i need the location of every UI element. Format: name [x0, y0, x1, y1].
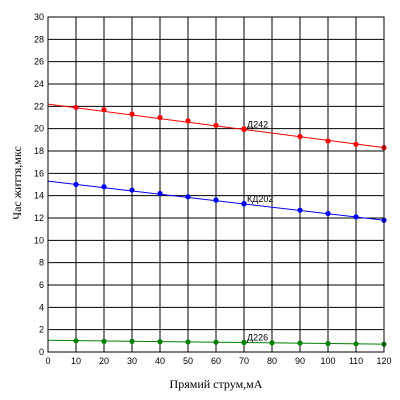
data-point: [129, 338, 135, 344]
series-label: КД202: [247, 194, 273, 204]
x-tick-label: 50: [183, 356, 193, 366]
x-tick-label: 20: [99, 356, 109, 366]
x-tick-label: 70: [239, 356, 249, 366]
data-point: [213, 197, 219, 203]
series-0: Д242: [47, 103, 387, 151]
y-tick-label: 26: [34, 57, 44, 67]
data-point: [185, 194, 191, 200]
data-point: [213, 339, 219, 345]
data-point: [129, 187, 135, 193]
x-tick-label: 0: [45, 356, 50, 366]
y-tick-label: 22: [34, 101, 44, 111]
series-1: КД202: [47, 180, 387, 223]
y-tick-label: 14: [34, 191, 44, 201]
data-point: [325, 210, 331, 217]
plot-frame: [47, 16, 385, 353]
y-axis-title: Час життя,мкс: [10, 146, 24, 219]
data-point: [297, 207, 303, 213]
data-point: [353, 141, 359, 147]
data-point: [101, 338, 107, 344]
y-tick-label: 10: [34, 235, 44, 245]
x-tick-label: 60: [211, 356, 221, 366]
x-tick-label: 40: [155, 356, 165, 366]
data-point: [325, 138, 331, 144]
data-point: [297, 133, 303, 140]
x-tick-label: 120: [376, 356, 391, 366]
series-2: Д226: [47, 333, 387, 347]
data-point: [297, 340, 303, 346]
y-tick-label: 2: [39, 325, 44, 335]
data-point: [101, 107, 107, 113]
y-tick-label: 6: [39, 280, 44, 290]
data-point: [185, 339, 191, 345]
y-tick-label: 24: [34, 79, 44, 89]
y-tick-label: 16: [34, 168, 44, 178]
data-point: [129, 111, 135, 117]
label-anchor-point: [241, 126, 247, 133]
label-anchor-point: [241, 201, 247, 207]
x-tick-labels: 0 10 20 30 40 50 60 70 80 90 100 110 120: [45, 356, 391, 366]
y-tick-label: 8: [39, 258, 44, 268]
data-point: [157, 190, 163, 197]
data-point: [353, 341, 359, 347]
data-point: [73, 338, 79, 344]
x-axis-title: Прямий струм,мА: [170, 377, 263, 391]
x-tick-label: 80: [267, 356, 277, 366]
y-tick-label: 30: [34, 12, 44, 22]
y-tick-label: 28: [34, 34, 44, 44]
x-tick-label: 10: [71, 356, 81, 366]
data-point: [157, 339, 163, 345]
y-tick-label: 12: [34, 213, 44, 223]
data-point: [185, 118, 191, 124]
y-tick-label: 4: [39, 302, 44, 312]
series-group: Д242 КД202 Д226: [47, 103, 387, 347]
series-label: Д242: [247, 120, 268, 130]
data-point: [353, 214, 359, 220]
data-point: [101, 184, 107, 190]
data-point: [73, 181, 79, 188]
data-point: [73, 104, 79, 111]
y-tick-label: 18: [34, 146, 44, 156]
data-point: [213, 122, 219, 128]
label-anchor-point: [241, 339, 247, 346]
y-tick-label: 0: [39, 347, 44, 357]
data-point: [157, 114, 163, 121]
grid: [47, 16, 385, 353]
x-tick-label: 90: [295, 356, 305, 366]
x-tick-label: 30: [127, 356, 137, 366]
x-tick-label: 110: [349, 356, 363, 366]
y-tick-label: 20: [34, 124, 44, 134]
data-point: [325, 340, 331, 347]
series-label: Д226: [247, 333, 268, 343]
data-point: [269, 340, 275, 346]
x-tick-label: 100: [320, 356, 335, 366]
